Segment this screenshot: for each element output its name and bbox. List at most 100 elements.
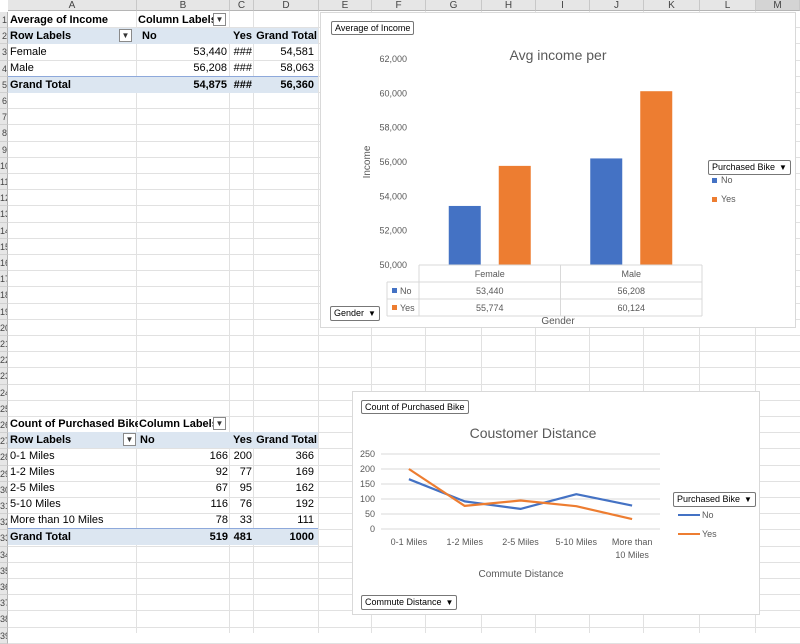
cell-yes[interactable]: ### xyxy=(233,62,252,74)
cell-yes[interactable]: 77 xyxy=(239,466,252,478)
cell-grand[interactable]: 111 xyxy=(297,514,314,526)
pivot-table-bike-count[interactable]: Count of Purchased Bike Column Labels ▼ … xyxy=(8,416,318,546)
cell-yes[interactable]: 481 xyxy=(233,531,252,543)
row-header-17[interactable]: 17 xyxy=(0,271,8,288)
row-header-27[interactable]: 27 xyxy=(0,433,8,450)
column-header-h[interactable]: H xyxy=(482,0,536,11)
cell-yes[interactable]: ### xyxy=(233,46,252,58)
value-field-button[interactable]: Count of Purchased Bike xyxy=(361,400,469,414)
cell-no[interactable]: 92 xyxy=(215,466,228,478)
row-label[interactable]: Male xyxy=(10,62,34,74)
legend-field-button[interactable]: Purchased Bike ▼ xyxy=(708,160,791,175)
column-labels-filter-button[interactable]: ▼ xyxy=(213,417,226,430)
row-labels-filter-button[interactable]: ▼ xyxy=(119,29,132,42)
row-label[interactable]: 5-10 Miles xyxy=(10,498,61,510)
row-header-38[interactable]: 38 xyxy=(0,611,8,628)
distance-line-chart[interactable]: Coustomer Distance 0 50 100 150 200 250 0-1 Mil… xyxy=(352,391,760,615)
row-labels-filter-button[interactable]: ▼ xyxy=(123,433,136,446)
row-header-30[interactable]: 30 xyxy=(0,481,8,498)
row-header-22[interactable]: 22 xyxy=(0,352,8,369)
row-header-35[interactable]: 35 xyxy=(0,562,8,579)
row-header-34[interactable]: 34 xyxy=(0,546,8,563)
row-header-11[interactable]: 11 xyxy=(0,174,8,191)
value-field-button[interactable]: Average of Income xyxy=(331,21,415,35)
cell-no[interactable]: 78 xyxy=(215,514,228,526)
cell-no[interactable]: 56,208 xyxy=(193,62,227,74)
table-row[interactable]: 0-1 Miles 166 200 366 xyxy=(8,448,318,464)
col-no-header[interactable]: No xyxy=(140,434,155,446)
row-label[interactable]: Female xyxy=(10,46,47,58)
cell-no[interactable]: 54,875 xyxy=(193,79,227,91)
axis-field-button[interactable]: Gender ▼ xyxy=(330,306,380,321)
col-yes-header[interactable]: Yes xyxy=(233,30,252,42)
row-header-20[interactable]: 20 xyxy=(0,319,8,336)
row-header-2[interactable]: 2 xyxy=(0,28,8,45)
col-grand-header[interactable]: Grand Total xyxy=(256,434,317,446)
col-grand-header[interactable]: Grand Total xyxy=(256,30,317,42)
grand-total-row[interactable]: Grand Total 519 481 1000 xyxy=(8,528,318,545)
cell-yes[interactable]: 33 xyxy=(239,514,252,526)
row-header-23[interactable]: 23 xyxy=(0,368,8,385)
table-row[interactable]: 2-5 Miles 67 95 162 xyxy=(8,480,318,496)
row-labels-header[interactable]: Row Labels xyxy=(10,30,72,42)
column-header-g[interactable]: G xyxy=(426,0,482,11)
row-header-12[interactable]: 12 xyxy=(0,190,8,207)
row-header-32[interactable]: 32 xyxy=(0,514,8,531)
column-header-k[interactable]: K xyxy=(644,0,700,11)
row-header-25[interactable]: 25 xyxy=(0,400,8,417)
cell-grand[interactable]: 192 xyxy=(295,498,314,510)
row-label[interactable]: Grand Total xyxy=(10,79,71,91)
row-header-39[interactable]: 39 xyxy=(0,627,8,644)
row-header-15[interactable]: 15 xyxy=(0,238,8,255)
row-label[interactable]: 2-5 Miles xyxy=(10,482,55,494)
row-header-13[interactable]: 13 xyxy=(0,206,8,223)
row-label[interactable]: Grand Total xyxy=(10,531,71,543)
cell-no[interactable]: 67 xyxy=(215,482,228,494)
row-header-10[interactable]: 10 xyxy=(0,157,8,174)
column-labels-header[interactable]: Column Labels xyxy=(139,418,218,430)
cell-grand[interactable]: 162 xyxy=(295,482,314,494)
column-header-i[interactable]: I xyxy=(536,0,590,11)
row-header-14[interactable]: 14 xyxy=(0,222,8,239)
row-header-7[interactable]: 7 xyxy=(0,109,8,126)
row-header-37[interactable]: 37 xyxy=(0,595,8,612)
legend-field-button[interactable]: Purchased Bike ▼ xyxy=(673,492,756,507)
row-header-16[interactable]: 16 xyxy=(0,255,8,272)
row-header-28[interactable]: 28 xyxy=(0,449,8,466)
row-header-29[interactable]: 29 xyxy=(0,465,8,482)
pivot-table-income[interactable]: Average of Income Column Labels ▼ Row La… xyxy=(8,12,318,94)
row-header-6[interactable]: 6 xyxy=(0,93,8,110)
cell-yes[interactable]: 200 xyxy=(233,450,252,462)
row-header-18[interactable]: 18 xyxy=(0,287,8,304)
cell-grand[interactable]: 56,360 xyxy=(280,79,314,91)
table-row[interactable]: Female 53,440 ### 54,581 xyxy=(8,44,318,60)
pivot-title[interactable]: Count of Purchased Bike xyxy=(10,418,138,430)
row-header-1[interactable]: 1 xyxy=(0,12,8,29)
row-header-26[interactable]: 26 xyxy=(0,417,8,434)
cell-no[interactable]: 519 xyxy=(209,531,228,543)
axis-field-button[interactable]: Commute Distance ▼ xyxy=(361,595,458,610)
cell-no[interactable]: 116 xyxy=(210,498,228,510)
col-yes-header[interactable]: Yes xyxy=(233,434,252,446)
row-header-9[interactable]: 9 xyxy=(0,141,8,158)
col-no-header[interactable]: No xyxy=(142,30,157,42)
cell-grand[interactable]: 54,581 xyxy=(280,46,314,58)
cell-yes[interactable]: 76 xyxy=(239,498,252,510)
cell-grand[interactable]: 366 xyxy=(295,450,314,462)
row-header-3[interactable]: 3 xyxy=(0,44,8,61)
cell-yes[interactable]: 95 xyxy=(239,482,252,494)
row-header-31[interactable]: 31 xyxy=(0,498,8,515)
row-header-33[interactable]: 33 xyxy=(0,530,8,547)
column-header-f[interactable]: F xyxy=(372,0,426,11)
column-labels-header[interactable]: Column Labels xyxy=(138,14,217,26)
column-header-e[interactable]: E xyxy=(319,0,372,11)
row-labels-header[interactable]: Row Labels xyxy=(10,434,72,446)
row-label[interactable]: 1-2 Miles xyxy=(10,466,55,478)
table-row[interactable]: More than 10 Miles 78 33 111 xyxy=(8,512,318,528)
row-header-8[interactable]: 8 xyxy=(0,125,8,142)
pivot-title[interactable]: Average of Income xyxy=(10,14,109,26)
cell-yes[interactable]: ### xyxy=(233,79,252,91)
cell-grand[interactable]: 58,063 xyxy=(280,62,314,74)
table-row[interactable]: Male 56,208 ### 58,063 xyxy=(8,60,318,76)
row-header-24[interactable]: 24 xyxy=(0,384,8,401)
